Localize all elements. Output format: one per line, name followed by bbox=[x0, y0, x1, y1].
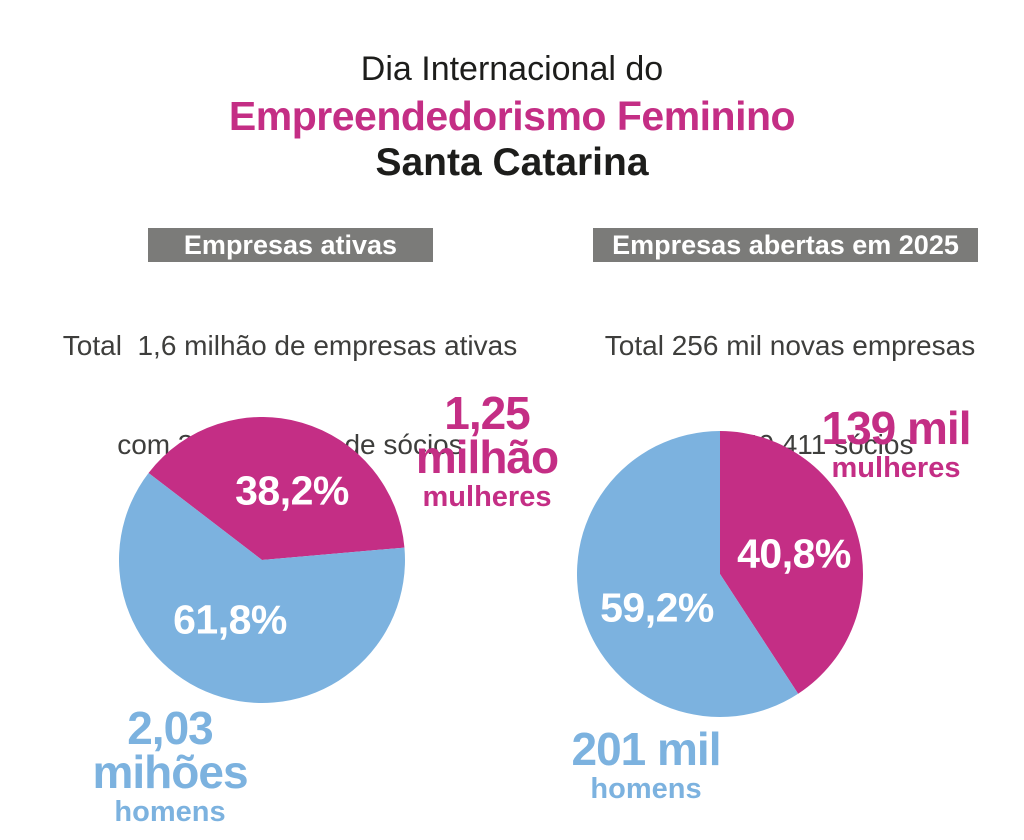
annotation-value-line: 139 mil bbox=[821, 402, 972, 454]
badge-empresas-ativas: Empresas ativas bbox=[148, 228, 433, 262]
annotation-value-line: 1,25 bbox=[444, 387, 531, 439]
annotation-value-line: mihões bbox=[92, 746, 248, 798]
annotation-group-label: homens bbox=[590, 773, 702, 805]
pie-slice-homens bbox=[119, 472, 405, 703]
annotation-value-line: 201 mil bbox=[571, 723, 722, 775]
pct-label-abertas-mulheres: 40,8% bbox=[737, 530, 851, 577]
annotation-ativas-mulheres: 1,25 milhão mulheres bbox=[415, 387, 559, 516]
pct-label-ativas-homens: 61,8% bbox=[173, 596, 287, 643]
badge-empresas-abertas-2025: Empresas abertas em 2025 bbox=[593, 228, 978, 262]
pie-slice-mulheres bbox=[720, 431, 863, 694]
annotation-value-line: milhão bbox=[415, 431, 559, 483]
annotation-abertas-homens: 201 mil homens bbox=[571, 723, 722, 808]
annotation-group-label: mulheres bbox=[422, 481, 552, 513]
pie-chart-empresas-ativas bbox=[119, 417, 405, 703]
title-line-2: Empreendedorismo Feminino bbox=[228, 93, 796, 139]
title-line-3: Santa Catarina bbox=[375, 141, 649, 184]
annotation-value-line: 2,03 bbox=[127, 702, 214, 754]
annotation-abertas-mulheres: 139 mil mulheres bbox=[821, 402, 972, 487]
title-line-1: Dia Internacional do bbox=[360, 50, 664, 88]
title-block: Dia Internacional do Empreendedorismo Fe… bbox=[0, 46, 1024, 186]
desc-empresas-abertas-line1: Total 256 mil novas empresas bbox=[604, 330, 976, 361]
annotation-group-label: homens bbox=[114, 796, 226, 828]
pct-label-ativas-mulheres: 38,2% bbox=[235, 467, 349, 514]
pie-slice-homens bbox=[577, 431, 799, 717]
pie-slice-mulheres bbox=[148, 417, 405, 560]
pie-chart-empresas-abertas-2025 bbox=[577, 431, 863, 717]
annotation-group-label: mulheres bbox=[831, 452, 961, 484]
annotation-ativas-homens: 2,03 mihões homens bbox=[92, 702, 248, 831]
pct-label-abertas-homens: 59,2% bbox=[600, 584, 714, 631]
desc-empresas-ativas-line1: Total 1,6 milhão de empresas ativas bbox=[62, 330, 518, 361]
